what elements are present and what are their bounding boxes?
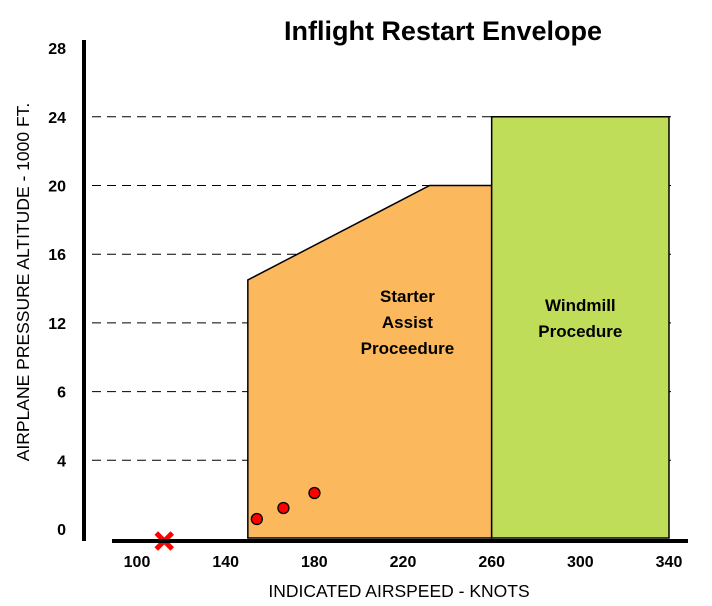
envelope-regions: Starter Assist Proceedure Windmill Procedure xyxy=(247,116,670,539)
region-label-line: Windmill xyxy=(545,296,616,315)
x-tick-label: 300 xyxy=(567,554,594,571)
data-point xyxy=(308,486,321,500)
x-tick-label: 340 xyxy=(656,554,683,571)
data-point xyxy=(250,512,263,526)
x-tick-label: 220 xyxy=(390,554,417,571)
y-tick-label: 12 xyxy=(48,316,66,333)
y-tick-label: 28 xyxy=(48,41,66,58)
x-tick-label: 260 xyxy=(478,554,505,571)
y-tick-label: 16 xyxy=(48,247,66,264)
region-label-line: Proceedure xyxy=(361,339,455,358)
windmill-region xyxy=(490,116,670,539)
y-tick-label: 24 xyxy=(48,110,66,127)
x-tick-label: 100 xyxy=(124,554,151,571)
y-tick-label: 4 xyxy=(57,453,66,470)
y-tick-labels: 0 4 6 12 16 20 24 28 xyxy=(48,41,66,539)
y-tick-label: 20 xyxy=(48,179,66,196)
x-axis-label: INDICATED AIRSPEED - KNOTS xyxy=(268,581,529,601)
region-label-line: Starter xyxy=(380,287,435,306)
x-tick-labels: 100 140 180 220 260 300 340 xyxy=(124,554,683,571)
starter-assist-region xyxy=(247,184,493,539)
x-tick-label: 180 xyxy=(301,554,328,571)
data-point xyxy=(277,501,290,515)
region-label-line: Assist xyxy=(382,313,433,332)
y-tick-label: 0 xyxy=(57,522,66,539)
y-tick-label: 6 xyxy=(57,385,66,402)
y-axis-label: AIRPLANE PRESSURE ALTITUDE - 1000 FT. xyxy=(13,103,33,462)
region-label-line: Procedure xyxy=(538,322,622,341)
x-tick-label: 140 xyxy=(212,554,239,571)
chart-title: Inflight Restart Envelope xyxy=(284,16,602,46)
